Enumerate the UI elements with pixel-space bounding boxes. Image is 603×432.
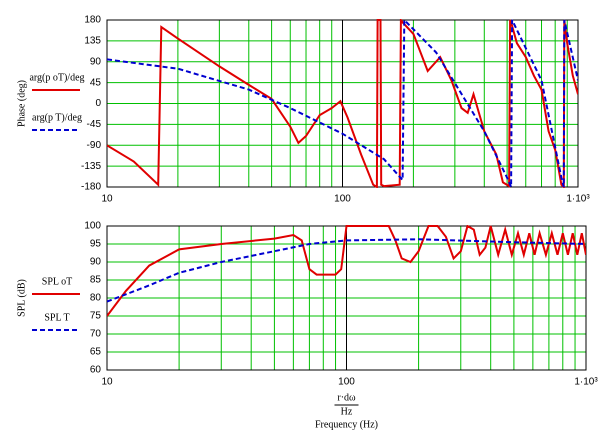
legend-label: SPL T: [44, 312, 69, 323]
y-tick-label: 60: [90, 365, 102, 376]
series-line: [107, 238, 586, 303]
x-tick-label: 100: [338, 377, 355, 388]
y-tick-label: 180: [84, 15, 101, 26]
legend-label: arg(p oT)/deg: [29, 72, 84, 83]
chart: 60 65 70 75 80 85 90 95 100 10 100 1·10³ SPL oT SPL T…: [16, 221, 598, 431]
y-tick-label: 70: [90, 329, 102, 340]
legend-label: arg(p T)/deg: [32, 112, 82, 123]
y-tick-label: -135: [81, 161, 101, 172]
y-axis-label: Phase (deg): [16, 80, 27, 127]
series-line: [107, 225, 586, 317]
y-tick-label: -180: [81, 182, 101, 193]
series-line: [107, 19, 578, 188]
y-tick-label: -90: [87, 140, 102, 151]
series-line: [107, 19, 578, 188]
plot-frame: [106, 19, 579, 188]
y-tick-label: 90: [90, 56, 102, 67]
y-tick-label: 80: [90, 293, 102, 304]
x-tick-label: 10: [101, 194, 113, 205]
y-tick-label: 85: [90, 275, 102, 286]
x-tick-label: 1·10³: [574, 377, 598, 388]
legend-label: SPL oT: [42, 276, 72, 287]
y-tick-label: 95: [90, 239, 102, 250]
y-tick-label: 135: [84, 36, 101, 47]
y-tick-label: 100: [84, 221, 101, 232]
y-tick-label: -45: [87, 119, 102, 130]
chart: -180 -135 -90 -45 0 45 90 135 180 10 100 1·10³ arg(p…: [16, 15, 590, 205]
y-tick-label: 65: [90, 347, 102, 358]
x-axis-label: r·dω: [337, 392, 356, 403]
x-axis-label: Frequency (Hz): [315, 419, 378, 430]
y-axis-label: SPL (dB): [16, 279, 27, 317]
y-tick-label: 90: [90, 257, 102, 268]
x-tick-label: 100: [334, 194, 351, 205]
y-tick-label: 75: [90, 311, 102, 322]
x-tick-label: 1·10³: [566, 194, 590, 205]
x-axis-label: Hz: [341, 406, 353, 417]
x-tick-label: 10: [101, 377, 113, 388]
y-tick-label: 0: [95, 98, 101, 109]
y-tick-label: 45: [90, 77, 102, 88]
